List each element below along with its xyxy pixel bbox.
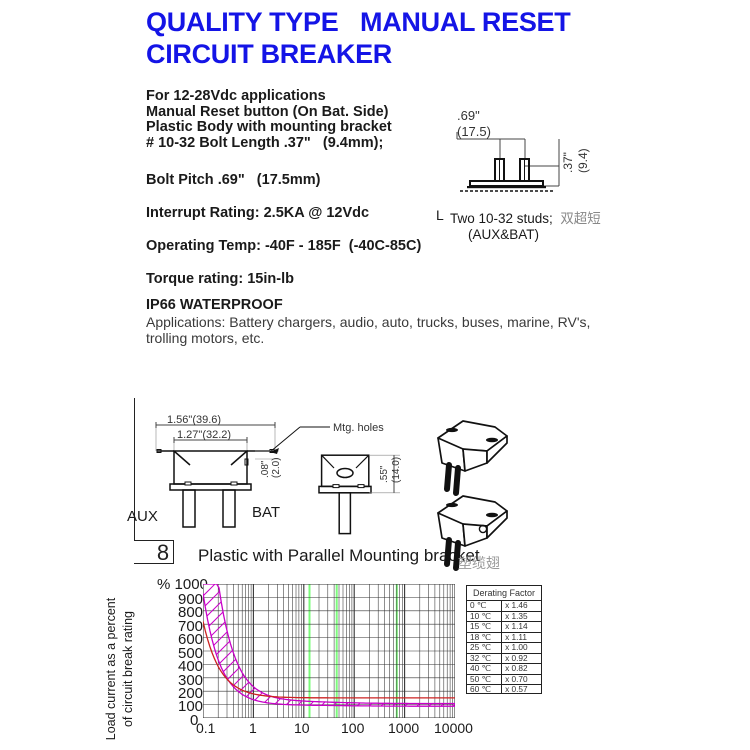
svg-text:(2.0): (2.0) bbox=[271, 457, 282, 478]
svg-text:Mtg. holes: Mtg. holes bbox=[333, 422, 384, 434]
svg-text:(17.5): (17.5) bbox=[457, 124, 491, 139]
svg-text:.08": .08" bbox=[260, 460, 271, 478]
svg-text:.37": .37" bbox=[561, 152, 575, 173]
svg-text:1.27"(32.2): 1.27"(32.2) bbox=[177, 429, 231, 441]
svg-text:(14.0): (14.0) bbox=[391, 457, 402, 483]
svg-text:(9.4): (9.4) bbox=[576, 148, 590, 173]
svg-text:BAT: BAT bbox=[252, 504, 280, 521]
svg-text:.55": .55" bbox=[379, 465, 390, 483]
svg-text:AUX: AUX bbox=[127, 508, 158, 525]
svg-text:1.56"(39.6): 1.56"(39.6) bbox=[167, 414, 221, 426]
svg-text:.69": .69" bbox=[457, 108, 480, 123]
